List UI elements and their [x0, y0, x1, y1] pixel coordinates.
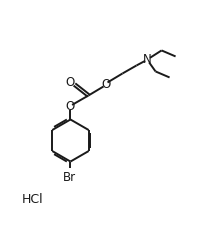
Text: HCl: HCl	[21, 193, 43, 206]
Text: N: N	[142, 53, 151, 66]
Text: O: O	[65, 100, 75, 113]
Text: O: O	[65, 76, 74, 89]
Text: Br: Br	[63, 171, 76, 184]
Text: O: O	[100, 78, 110, 91]
